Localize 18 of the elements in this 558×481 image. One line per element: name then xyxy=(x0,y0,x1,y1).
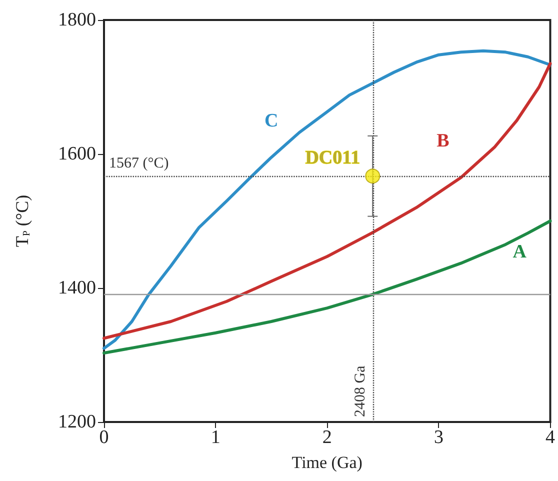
y-tick-label: 1600 xyxy=(58,144,96,164)
series-label: C xyxy=(264,110,278,132)
y-tick-label: 1200 xyxy=(58,412,96,432)
ref-line-label: 2408 Ga xyxy=(352,365,368,417)
x-tick-label: 2 xyxy=(322,427,332,448)
x-tick-label: 1 xyxy=(210,427,220,448)
y-tick-label: 1400 xyxy=(58,278,96,298)
ref-line-label: 1567 (°C) xyxy=(109,156,169,172)
series-label: DC011 xyxy=(305,148,360,169)
y-tick-label: 1800 xyxy=(58,10,96,30)
x-axis-title: Time (Ga) xyxy=(292,453,362,472)
line-series xyxy=(102,220,552,354)
y-axis-title: TP (°C) xyxy=(12,194,32,248)
x-tick-label: 0 xyxy=(99,427,109,448)
series-label: A xyxy=(512,241,527,262)
x-tick-label: 3 xyxy=(434,427,444,448)
series-label: B xyxy=(436,130,450,152)
x-tick-label: 4 xyxy=(546,427,556,448)
